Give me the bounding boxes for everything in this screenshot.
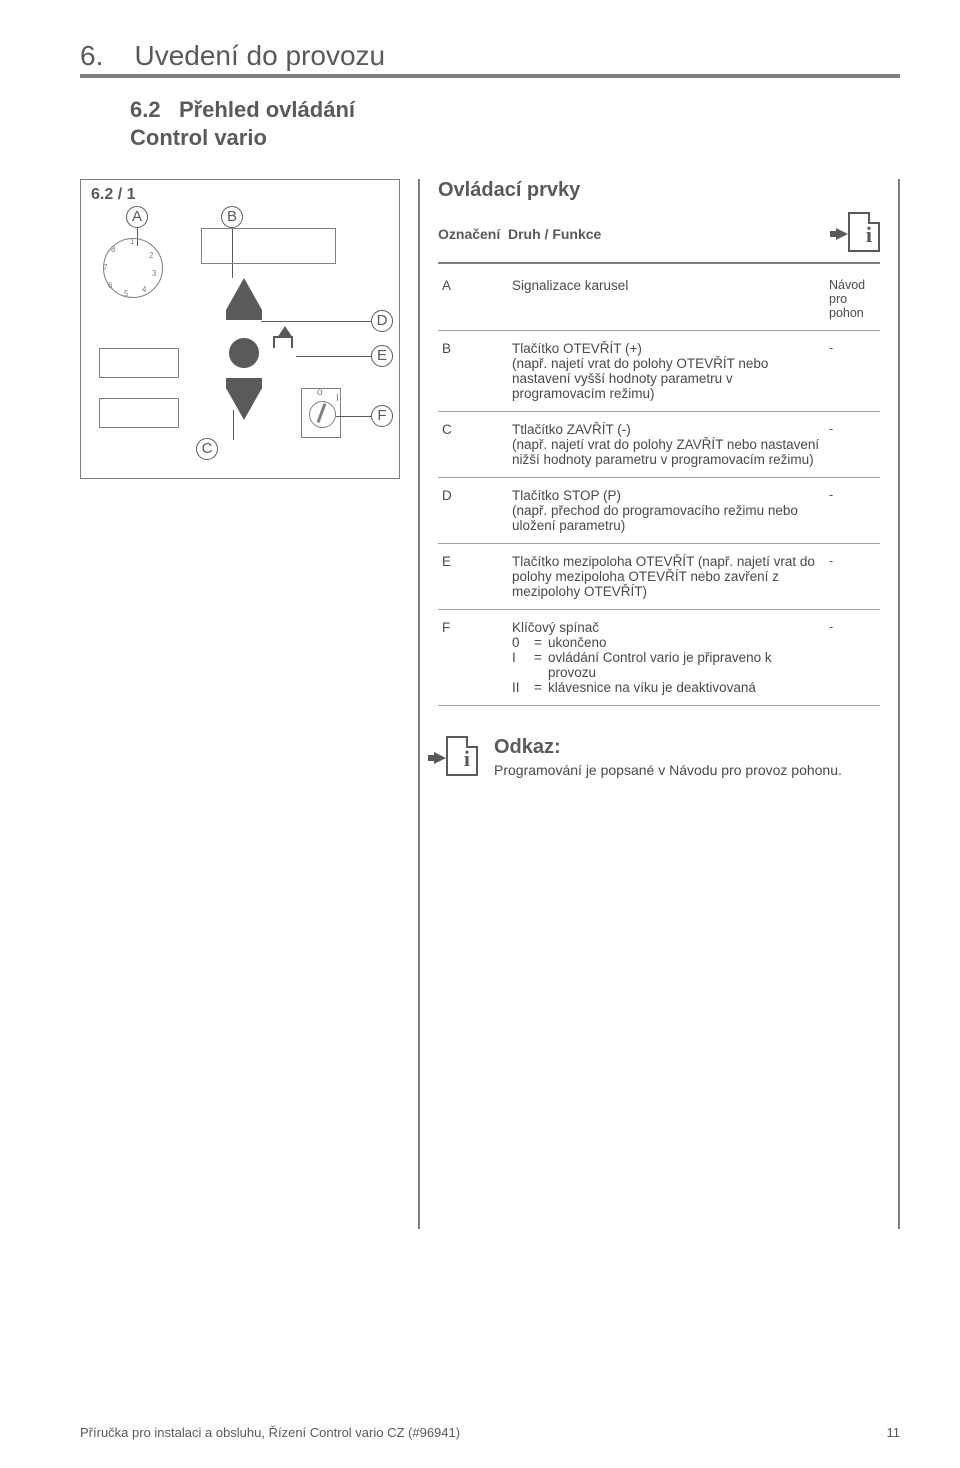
panel-slot-icon xyxy=(99,398,179,428)
cell-key: C xyxy=(438,412,508,478)
table-row: B Tlačítko OTEVŘÍT (+) (např. najetí vra… xyxy=(438,331,880,412)
callout-C: C xyxy=(196,438,218,460)
right-title: Ovládací prvky xyxy=(438,179,880,202)
table-row: A Signalizace karusel Návod pro pohon xyxy=(438,268,880,331)
callout-B: B xyxy=(221,206,243,228)
reference-text: Odkaz: Programování je popsané v Návodu … xyxy=(494,736,842,780)
device-diagram: 1 2 3 4 5 6 7 8 oI xyxy=(91,228,391,468)
lead-d xyxy=(261,321,371,322)
cell-note: - xyxy=(825,544,880,610)
section-heading: 6. Uvedení do provozu xyxy=(80,40,900,72)
section-title: Uvedení do provozu xyxy=(134,40,385,71)
panel-slot-icon xyxy=(99,348,179,378)
lead-c xyxy=(233,410,234,440)
table-row: F Klíčový spínač 0 = ukončeno I = ovládá… xyxy=(438,610,880,706)
close-button-icon xyxy=(226,388,262,420)
cell-key: D xyxy=(438,478,508,544)
footer-left: Příručka pro instalaci a obsluhu, Řízení… xyxy=(80,1425,460,1440)
cell-note: - xyxy=(825,610,880,706)
kv-row: 0 = ukončeno xyxy=(512,635,821,650)
info-icon: i xyxy=(438,736,478,780)
subsection-heading: 6.2 Přehled ovládání Control vario xyxy=(130,96,900,151)
reference-box: i Odkaz: Programování je popsané v Návod… xyxy=(438,736,880,780)
subsection-subtitle: Control vario xyxy=(130,125,267,150)
open-button-icon xyxy=(226,278,262,310)
kv-v: klávesnice na víku je deaktivovaná xyxy=(548,680,821,695)
cell-desc: Tlačítko OTEVŘÍT (+) (např. najetí vrat … xyxy=(508,331,825,412)
left-column: 6.2 / 1 A B 1 2 3 4 5 6 7 8 xyxy=(80,179,400,1229)
kv-k: II xyxy=(512,680,534,695)
cell-desc: Ttlačítko ZAVŘÍT (-) (např. najetí vrat … xyxy=(508,412,825,478)
carousel-dial-icon: 1 2 3 4 5 6 7 8 xyxy=(103,238,163,298)
cell-desc: Tlačítko STOP (P) (např. přechod do prog… xyxy=(508,478,825,544)
cell-desc: Klíčový spínač 0 = ukončeno I = ovládání… xyxy=(508,610,825,706)
half-open-button-icon xyxy=(273,336,293,348)
cell-note: - xyxy=(825,331,880,412)
cell-desc: Signalizace karusel xyxy=(508,268,825,331)
cell-note: - xyxy=(825,478,880,544)
cell-key: F xyxy=(438,610,508,706)
kv-eq: = xyxy=(534,650,548,680)
table-row: C Ttlačítko ZAVŘÍT (-) (např. najetí vra… xyxy=(438,412,880,478)
key-switch-icon: oI xyxy=(301,388,341,438)
table-header-col1: Označení xyxy=(438,226,508,242)
figure-label: 6.2 / 1 xyxy=(91,186,135,204)
stop-button-icon xyxy=(229,338,259,368)
callout-D: D xyxy=(371,310,393,332)
lead-f xyxy=(336,416,372,417)
kv-eq: = xyxy=(534,635,548,650)
cell-key: B xyxy=(438,331,508,412)
figure-box: 6.2 / 1 A B 1 2 3 4 5 6 7 8 xyxy=(80,179,400,479)
kv-eq: = xyxy=(534,680,548,695)
kv-v: ukončeno xyxy=(548,635,821,650)
table-header-col2: Druh / Funkce xyxy=(508,226,840,242)
table-header-row: Označení Druh / Funkce i xyxy=(438,212,880,264)
kv-row: II = klávesnice na víku je deaktivovaná xyxy=(512,680,821,695)
kv-k: 0 xyxy=(512,635,534,650)
footer-page-number: 11 xyxy=(887,1425,901,1440)
page-footer: Příručka pro instalaci a obsluhu, Řízení… xyxy=(80,1425,900,1440)
subsection-number: 6.2 xyxy=(130,97,161,122)
display-icon xyxy=(201,228,336,264)
kv-v: ovládání Control vario je připraveno k p… xyxy=(548,650,821,680)
right-column: Ovládací prvky Označení Druh / Funkce i … xyxy=(418,179,900,1229)
functions-table: A Signalizace karusel Návod pro pohon B … xyxy=(438,268,880,706)
cell-desc: Tlačítko mezipoloha OTEVŘÍT (např. najet… xyxy=(508,544,825,610)
table-row: D Tlačítko STOP (P) (např. přechod do pr… xyxy=(438,478,880,544)
callout-A: A xyxy=(126,206,148,228)
cell-note: Návod pro pohon xyxy=(825,268,880,331)
kv-k: I xyxy=(512,650,534,680)
two-column-layout: 6.2 / 1 A B 1 2 3 4 5 6 7 8 xyxy=(80,179,900,1229)
kv-row: I = ovládání Control vario je připraveno… xyxy=(512,650,821,680)
heading-rule xyxy=(80,74,900,78)
info-icon: i xyxy=(840,212,880,256)
callout-F: F xyxy=(371,405,393,427)
reference-body: Programování je popsané v Návodu pro pro… xyxy=(494,761,842,780)
cell-pre: Klíčový spínač xyxy=(512,620,821,635)
table-row: E Tlačítko mezipoloha OTEVŘÍT (např. naj… xyxy=(438,544,880,610)
cell-key: E xyxy=(438,544,508,610)
reference-title: Odkaz: xyxy=(494,736,842,759)
callout-E: E xyxy=(371,345,393,367)
subsection-title: Přehled ovládání xyxy=(179,97,355,122)
cell-key: A xyxy=(438,268,508,331)
cell-note: - xyxy=(825,412,880,478)
section-number: 6. xyxy=(80,40,103,71)
lead-e xyxy=(296,356,372,357)
